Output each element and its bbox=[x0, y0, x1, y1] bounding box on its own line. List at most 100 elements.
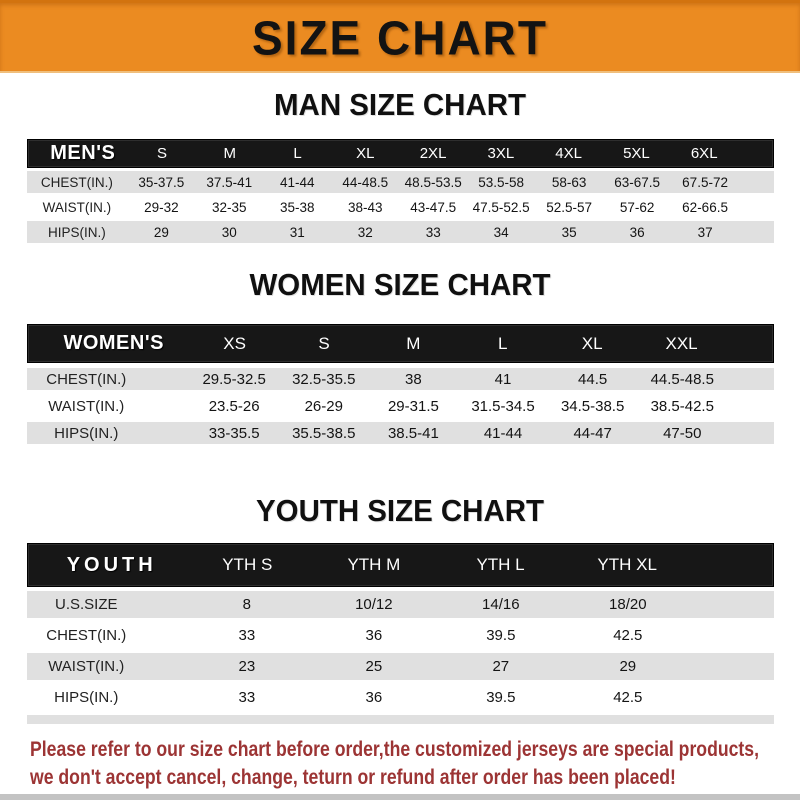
size-value: 27 bbox=[492, 658, 510, 675]
women-size-col-header: S bbox=[318, 333, 330, 353]
size-value: 38-43 bbox=[347, 199, 383, 215]
size-value: 42.5 bbox=[613, 627, 643, 644]
men-corner-label: MEN'S bbox=[50, 142, 116, 164]
size-value: 57-62 bbox=[619, 199, 655, 215]
size-value: 8 bbox=[242, 596, 252, 613]
disclaimer-line-2: we don't accept cancel, change, teturn o… bbox=[30, 765, 676, 789]
size-value: 34 bbox=[493, 224, 509, 240]
size-value: 47-50 bbox=[663, 424, 702, 442]
youth-size-col-header: YTH L bbox=[476, 555, 525, 574]
size-value: 37.5-41 bbox=[206, 174, 253, 190]
men-size-col-header: 2XL bbox=[419, 145, 447, 162]
youth-hips-row: HIPS(IN.) 33 36 39.5 42.5 bbox=[26, 684, 774, 711]
size-value: 36 bbox=[365, 689, 383, 706]
women-waist-row: WAIST(IN.) 23.5-26 26-29 29-31.5 31.5-34… bbox=[26, 395, 774, 417]
youth-chest-row: CHEST(IN.) 33 36 39.5 42.5 bbox=[26, 622, 774, 649]
size-value: 37 bbox=[697, 224, 713, 240]
youth-size-table: YOUTH YTH S YTH M YTH L YTH XL U.S.SIZE … bbox=[26, 543, 774, 724]
women-size-col-header: XXL bbox=[665, 333, 698, 353]
size-value: 36 bbox=[629, 224, 645, 240]
youth-ussize-row: U.S.SIZE 8 10/12 14/16 18/20 bbox=[26, 591, 774, 618]
row-label: CHEST(IN.) bbox=[46, 627, 127, 644]
size-chart-banner: SIZE CHART bbox=[0, 0, 800, 73]
size-value: 48.5-53.5 bbox=[404, 174, 462, 190]
size-value: 29 bbox=[153, 224, 169, 240]
size-value: 23.5-26 bbox=[208, 397, 260, 415]
table-bottom-strip bbox=[26, 715, 774, 724]
youth-table-header-row: YOUTH YTH S YTH M YTH L YTH XL bbox=[26, 543, 774, 587]
size-value: 47.5-52.5 bbox=[472, 199, 530, 215]
disclaimer-line-1: Please refer to our size chart before or… bbox=[30, 737, 759, 761]
youth-corner-label: YOUTH bbox=[66, 553, 157, 576]
size-value: 41 bbox=[494, 370, 512, 388]
banner-title: SIZE CHART bbox=[252, 10, 548, 66]
size-value: 44.5 bbox=[578, 370, 608, 388]
size-value: 32.5-35.5 bbox=[292, 370, 356, 388]
size-value: 31.5-34.5 bbox=[471, 397, 535, 415]
bottom-edge-strip bbox=[0, 794, 800, 800]
men-size-table: MEN'S S M L XL 2XL 3XL 4XL 5XL 6XL CHEST… bbox=[26, 139, 774, 243]
men-size-col-header: S bbox=[156, 145, 167, 162]
size-value: 35-38 bbox=[280, 199, 315, 215]
size-value: 38 bbox=[405, 370, 422, 388]
size-value: 30 bbox=[221, 224, 237, 240]
women-size-col-header: L bbox=[498, 333, 508, 353]
size-value: 23 bbox=[238, 658, 256, 675]
size-value: 33 bbox=[425, 224, 441, 240]
size-value: 52.5-57 bbox=[546, 199, 593, 215]
size-value: 44-48.5 bbox=[342, 174, 389, 190]
men-size-col-header: 4XL bbox=[555, 145, 582, 162]
row-label: U.S.SIZE bbox=[55, 596, 118, 613]
size-value: 29-32 bbox=[144, 199, 179, 215]
size-value: 43-47.5 bbox=[410, 199, 457, 215]
size-value: 25 bbox=[365, 658, 383, 675]
row-label: WAIST(IN.) bbox=[42, 199, 112, 215]
men-size-col-header: M bbox=[223, 145, 236, 162]
size-value: 29 bbox=[619, 658, 637, 675]
size-value: 35.5-38.5 bbox=[292, 424, 356, 442]
women-size-col-header: XL bbox=[581, 333, 603, 353]
size-value: 33 bbox=[238, 627, 256, 644]
size-value: 38.5-41 bbox=[387, 424, 439, 442]
row-label: HIPS(IN.) bbox=[54, 689, 119, 706]
size-value: 53.5-58 bbox=[478, 174, 525, 190]
row-label: CHEST(IN.) bbox=[40, 174, 113, 190]
size-value: 63-67.5 bbox=[614, 174, 660, 190]
women-size-col-header: XS bbox=[223, 333, 246, 353]
youth-size-col-header: YTH XL bbox=[597, 555, 657, 574]
women-corner-label: WOMEN'S bbox=[63, 332, 164, 354]
youth-waist-row: WAIST(IN.) 23 25 27 29 bbox=[26, 653, 774, 680]
men-size-col-header: 6XL bbox=[690, 145, 718, 162]
size-value: 35-37.5 bbox=[138, 174, 185, 190]
size-value: 32 bbox=[357, 224, 373, 240]
men-chest-row: CHEST(IN.) 35-37.5 37.5-41 41-44 44-48.5… bbox=[26, 171, 774, 193]
men-size-col-header: XL bbox=[356, 145, 375, 162]
size-value: 18/20 bbox=[609, 596, 647, 613]
row-label: WAIST(IN.) bbox=[48, 397, 125, 415]
size-value: 35 bbox=[561, 224, 577, 240]
size-value: 41-44 bbox=[483, 424, 523, 442]
size-value: 44.5-48.5 bbox=[650, 370, 714, 388]
row-label: CHEST(IN.) bbox=[46, 370, 127, 388]
size-value: 34.5-38.5 bbox=[560, 397, 625, 415]
size-value: 26-29 bbox=[304, 397, 343, 415]
women-section-heading: WOMEN SIZE CHART bbox=[249, 267, 551, 302]
row-label: HIPS(IN.) bbox=[48, 224, 106, 240]
size-value: 14/16 bbox=[482, 596, 520, 613]
row-label: WAIST(IN.) bbox=[48, 658, 125, 675]
size-value: 31 bbox=[289, 224, 305, 240]
women-size-table: WOMEN'S XS S M L XL XXL CHEST(IN.) 29.5-… bbox=[26, 324, 774, 444]
man-section-heading: MAN SIZE CHART bbox=[274, 87, 526, 122]
size-value: 32-35 bbox=[212, 199, 247, 215]
size-value: 33 bbox=[238, 689, 256, 706]
size-value: 38.5-42.5 bbox=[650, 397, 714, 415]
row-label: HIPS(IN.) bbox=[54, 424, 119, 442]
size-value: 44-47 bbox=[573, 424, 612, 442]
women-size-col-header: M bbox=[406, 333, 421, 353]
size-value: 41-44 bbox=[280, 174, 315, 190]
size-value: 33-35.5 bbox=[208, 424, 260, 442]
women-chest-row: CHEST(IN.) 29.5-32.5 32.5-35.5 38 41 44.… bbox=[26, 368, 774, 390]
men-hips-row: HIPS(IN.) 29 30 31 32 33 34 35 36 37 bbox=[26, 221, 774, 243]
size-value: 42.5 bbox=[613, 689, 643, 706]
size-value: 29-31.5 bbox=[387, 397, 439, 415]
